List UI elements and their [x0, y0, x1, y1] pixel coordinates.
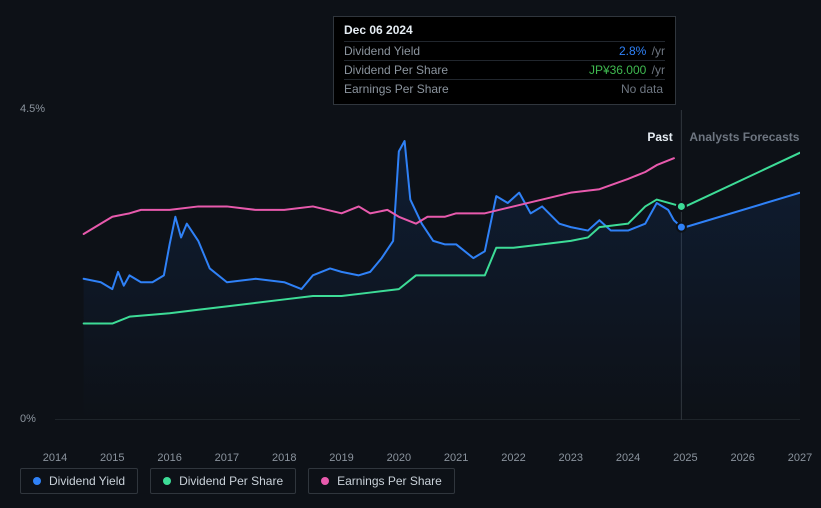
x-tick-label: 2024: [616, 452, 640, 464]
x-tick-label: 2018: [272, 452, 296, 464]
x-tick-label: 2014: [43, 452, 67, 464]
marker-dividend_per_share: [677, 202, 686, 211]
chart: Past Analysts Forecasts 2014201520162017…: [20, 110, 800, 450]
tooltip-row: Dividend Yield 2.8% /yr: [344, 41, 665, 60]
tooltip-rows: Dividend Yield 2.8% /yr Dividend Per Share…: [344, 41, 665, 98]
legend-item-dividend_per_share[interactable]: Dividend Per Share: [150, 468, 296, 494]
x-tick-label: 2016: [157, 452, 181, 464]
legend-label: Dividend Per Share: [179, 474, 283, 488]
x-tick-label: 2027: [788, 452, 812, 464]
x-tick-label: 2015: [100, 452, 124, 464]
legend-dot-icon: [321, 477, 329, 485]
marker-dividend_yield: [677, 223, 686, 232]
legend-dot-icon: [163, 477, 171, 485]
x-tick-label: 2023: [559, 452, 583, 464]
legend: Dividend Yield Dividend Per Share Earnings…: [20, 468, 455, 494]
past-label: Past: [647, 130, 672, 144]
series-earnings_per_share: [84, 158, 674, 234]
legend-label: Earnings Per Share: [337, 474, 442, 488]
forecast-label: Analysts Forecasts: [689, 130, 799, 144]
legend-dot-icon: [33, 477, 41, 485]
legend-item-dividend_yield[interactable]: Dividend Yield: [20, 468, 138, 494]
tooltip-date: Dec 06 2024: [344, 23, 665, 37]
x-tick-label: 2019: [329, 452, 353, 464]
y-tick-label: 0%: [20, 413, 36, 425]
x-tick-label: 2025: [673, 452, 697, 464]
tooltip-row: Dividend Per Share JP¥36.000 /yr: [344, 60, 665, 79]
x-tick-label: 2022: [501, 452, 525, 464]
x-tick-label: 2021: [444, 452, 468, 464]
tooltip-row: Earnings Per Share No data: [344, 79, 665, 98]
tooltip-row-value: No data: [621, 82, 665, 96]
chart-tooltip: Dec 06 2024 Dividend Yield2.8% /yrDivide…: [333, 16, 676, 105]
chart-svg: [20, 110, 800, 420]
x-tick-label: 2020: [387, 452, 411, 464]
legend-item-earnings_per_share[interactable]: Earnings Per Share: [308, 468, 455, 494]
tooltip-row-value: JP¥36.000 /yr: [589, 63, 665, 77]
x-tick-label: 2017: [215, 452, 239, 464]
legend-label: Dividend Yield: [49, 474, 125, 488]
tooltip-row-value: 2.8% /yr: [619, 44, 665, 58]
tooltip-row-label: Dividend Per Share: [344, 63, 448, 77]
tooltip-row-label: Dividend Yield: [344, 44, 420, 58]
tooltip-row-label: Earnings Per Share: [344, 82, 449, 96]
y-tick-label: 4.5%: [20, 103, 45, 115]
x-tick-label: 2026: [730, 452, 754, 464]
